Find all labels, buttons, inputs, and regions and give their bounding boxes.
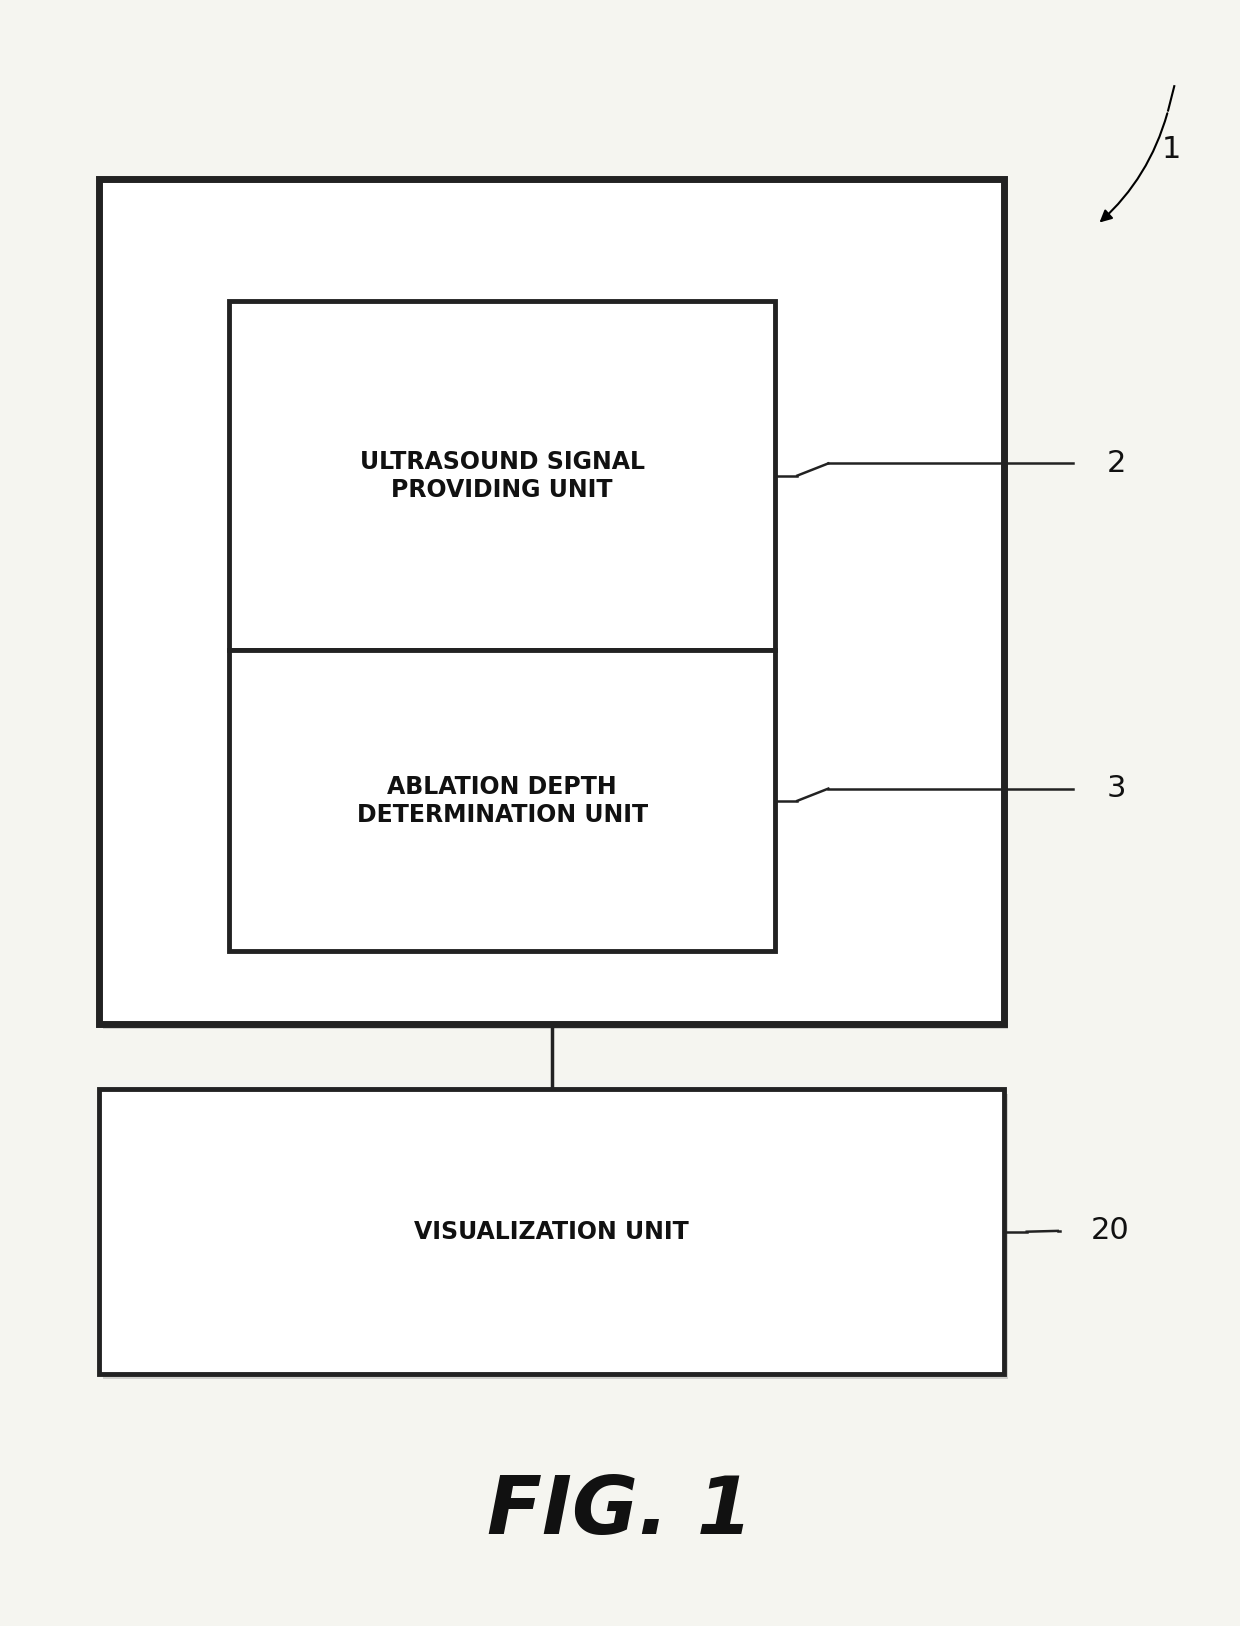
Text: 3: 3 <box>1106 774 1126 803</box>
Bar <box>103 1094 1008 1379</box>
Bar <box>233 655 779 956</box>
Bar <box>99 1089 1004 1374</box>
Text: VISUALIZATION UNIT: VISUALIZATION UNIT <box>414 1220 689 1244</box>
Bar <box>229 301 775 650</box>
Bar <box>229 650 775 951</box>
Text: ABLATION DEPTH
DETERMINATION UNIT: ABLATION DEPTH DETERMINATION UNIT <box>357 776 647 826</box>
Bar <box>103 184 1008 1029</box>
Text: FIG. 1: FIG. 1 <box>487 1473 753 1551</box>
Text: 20: 20 <box>1090 1216 1130 1246</box>
Text: 2: 2 <box>1106 449 1126 478</box>
Bar <box>233 306 779 655</box>
Text: ULTRASOUND SIGNAL
PROVIDING UNIT: ULTRASOUND SIGNAL PROVIDING UNIT <box>360 450 645 501</box>
Text: 1: 1 <box>1162 135 1182 164</box>
Bar <box>99 179 1004 1024</box>
